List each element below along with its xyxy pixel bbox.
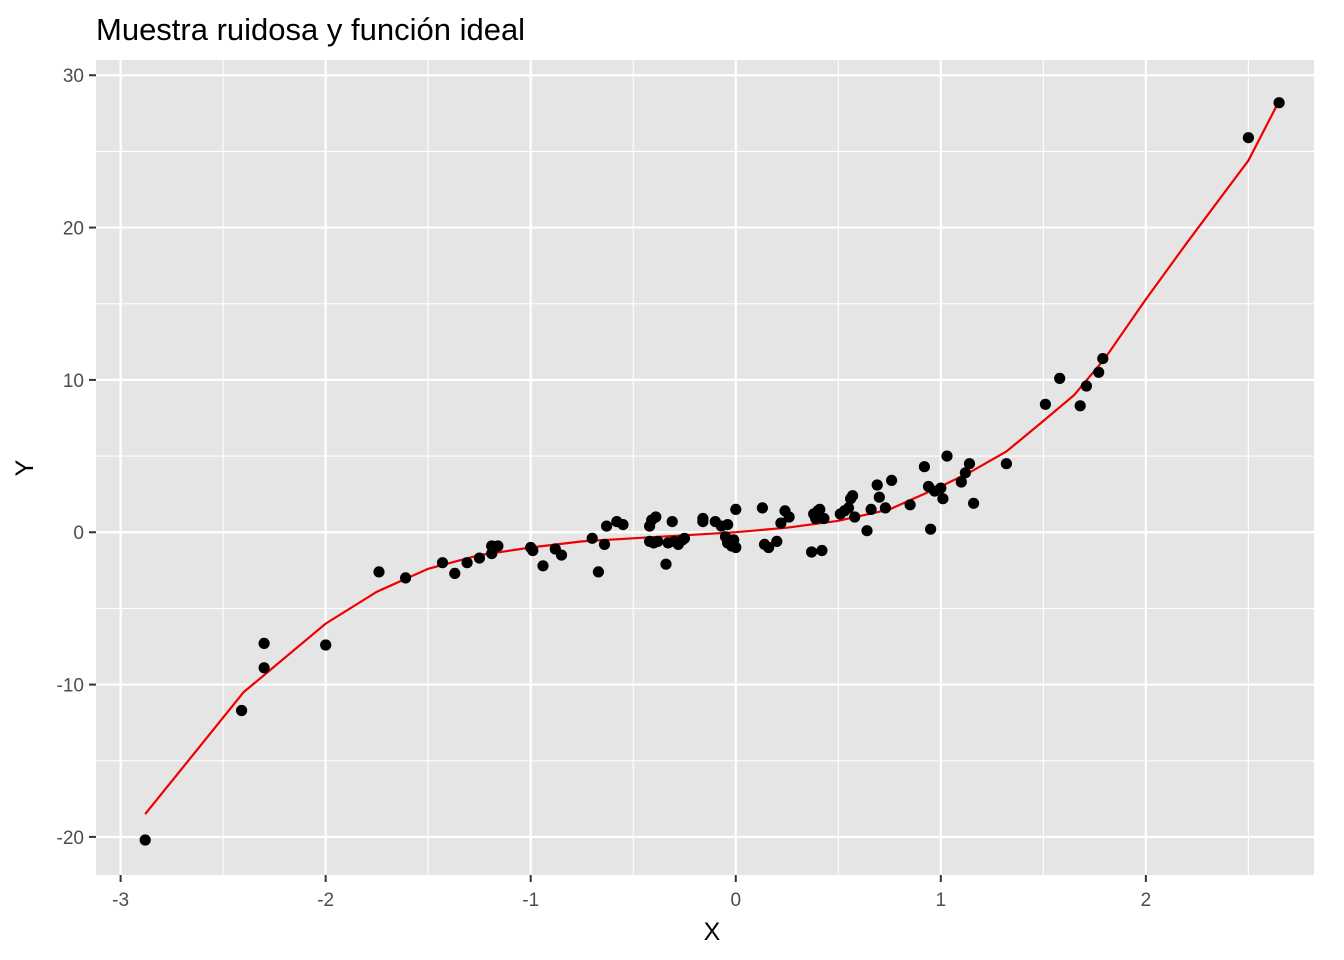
- data-point: [1074, 400, 1086, 412]
- data-point: [473, 552, 485, 564]
- data-point: [918, 461, 931, 473]
- data-point: [941, 450, 953, 462]
- data-point: [963, 458, 976, 470]
- x-tick-label: 1: [936, 890, 947, 911]
- data-point: [650, 511, 662, 523]
- major-gridlines: [96, 60, 1314, 875]
- data-point: [816, 544, 828, 557]
- data-point: [783, 511, 795, 523]
- data-point: [1093, 366, 1105, 378]
- data-point: [722, 519, 734, 531]
- data-point: [258, 662, 270, 674]
- data-point: [871, 479, 883, 491]
- data-point: [763, 541, 775, 554]
- data-point: [697, 516, 709, 528]
- data-point: [660, 558, 672, 570]
- data-point: [1039, 398, 1051, 410]
- data-point: [886, 474, 898, 486]
- data-point: [968, 497, 980, 509]
- data-point: [555, 549, 568, 561]
- x-tick-label: -3: [112, 890, 129, 911]
- data-point: [904, 499, 916, 511]
- y-tick-label: 30: [63, 66, 84, 87]
- data-point: [486, 548, 498, 560]
- y-axis: -20 -10 0 10 20 30: [57, 66, 96, 849]
- data-point: [861, 525, 873, 537]
- data-point: [373, 566, 385, 578]
- x-axis-title: X: [704, 918, 721, 946]
- data-point: [873, 491, 885, 503]
- data-point: [436, 557, 449, 569]
- x-tick-label: -2: [317, 890, 334, 911]
- data-point: [320, 639, 332, 651]
- data-point: [1242, 132, 1254, 144]
- data-point: [959, 467, 972, 479]
- data-point: [1097, 353, 1109, 365]
- y-tick-label: 10: [63, 371, 84, 392]
- data-point: [400, 572, 412, 584]
- data-point: [258, 637, 270, 650]
- y-tick-label: -10: [57, 676, 84, 697]
- data-point: [537, 560, 549, 572]
- y-tick-label: -20: [57, 828, 84, 849]
- data-point: [666, 516, 678, 528]
- sample-points: [139, 97, 1285, 846]
- data-point: [139, 834, 151, 846]
- data-point: [935, 482, 947, 494]
- data-point: [756, 502, 769, 514]
- data-point: [847, 490, 859, 502]
- data-point: [492, 540, 504, 552]
- x-tick-label: -1: [522, 890, 539, 911]
- data-point: [730, 541, 742, 554]
- data-point: [1273, 97, 1285, 109]
- data-point: [937, 493, 949, 505]
- data-point: [527, 544, 539, 557]
- minor-gridlines: [96, 60, 1314, 875]
- chart-title: Muestra ruidosa y función ideal: [96, 12, 525, 47]
- data-point: [771, 535, 783, 548]
- data-point: [449, 567, 461, 580]
- data-point: [652, 535, 664, 548]
- data-point: [1054, 372, 1066, 384]
- data-point: [925, 523, 937, 535]
- data-point: [1000, 458, 1013, 470]
- data-point: [598, 538, 611, 551]
- data-point: [842, 502, 855, 514]
- x-tick-label: 2: [1141, 890, 1152, 911]
- y-tick-label: 0: [73, 523, 84, 544]
- y-tick-label: 20: [63, 219, 84, 240]
- data-point: [879, 502, 892, 514]
- data-point: [1080, 380, 1092, 392]
- data-point: [849, 511, 861, 523]
- data-point: [775, 517, 787, 529]
- x-tick-label: 0: [730, 890, 741, 911]
- x-axis: -3 -2 -1 0 1 2: [112, 875, 1151, 911]
- data-point: [461, 557, 473, 569]
- data-point: [730, 503, 742, 515]
- data-point: [865, 503, 877, 515]
- data-point: [678, 532, 691, 544]
- data-point: [814, 503, 826, 515]
- data-point: [955, 476, 967, 488]
- data-point: [818, 512, 830, 525]
- ideal-function-line: [144, 100, 1281, 815]
- data-point: [592, 566, 605, 578]
- plot-panel: [96, 60, 1314, 875]
- data-point: [617, 519, 629, 531]
- y-axis-title: Y: [11, 459, 39, 476]
- data-point: [586, 532, 598, 544]
- data-point: [236, 704, 248, 717]
- data-point: [806, 546, 818, 558]
- data-point: [601, 520, 613, 532]
